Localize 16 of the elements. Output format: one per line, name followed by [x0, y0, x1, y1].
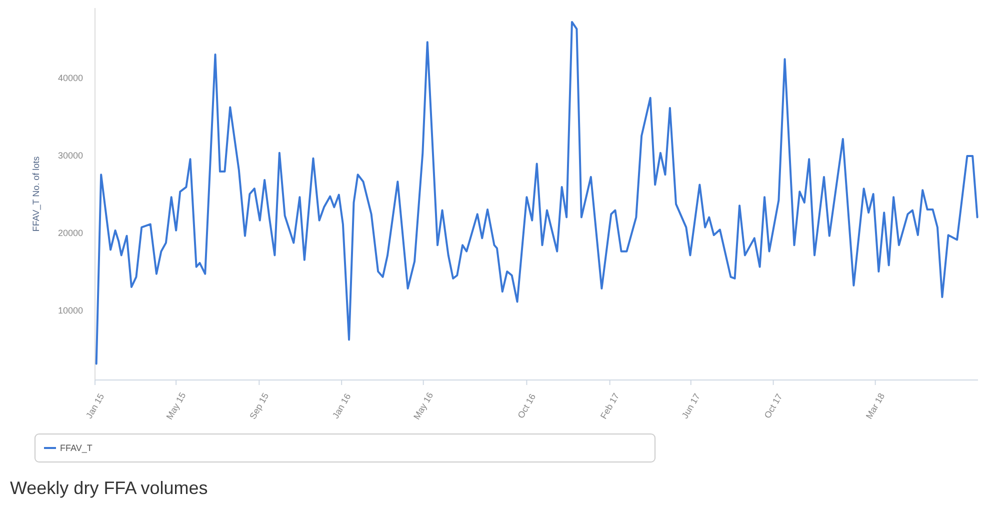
line-series: [95, 20, 978, 365]
x-tick-label: Jan 16: [330, 392, 353, 420]
x-tick-label: Feb 17: [598, 391, 622, 421]
y-tick-label: 10000: [58, 305, 83, 316]
y-tick-label: 30000: [58, 150, 83, 160]
y-axis-title: FFAV_T No. of lots: [31, 156, 41, 232]
x-tick-label: Oct 16: [516, 392, 538, 420]
x-tick-label: Sep 15: [248, 391, 271, 421]
y-tick-label: 40000: [58, 72, 83, 83]
x-tick-label: Mar 18: [864, 391, 887, 421]
x-tick-label: Jan 15: [84, 392, 106, 420]
text: Weekly dry FFA volumes: [10, 478, 208, 498]
y-tick-label: 20000: [58, 228, 83, 238]
x-tick-label: Oct 17: [762, 392, 784, 420]
x-tick-label: Jun 17: [680, 392, 702, 420]
legend-label: FFAV_T: [60, 443, 93, 454]
